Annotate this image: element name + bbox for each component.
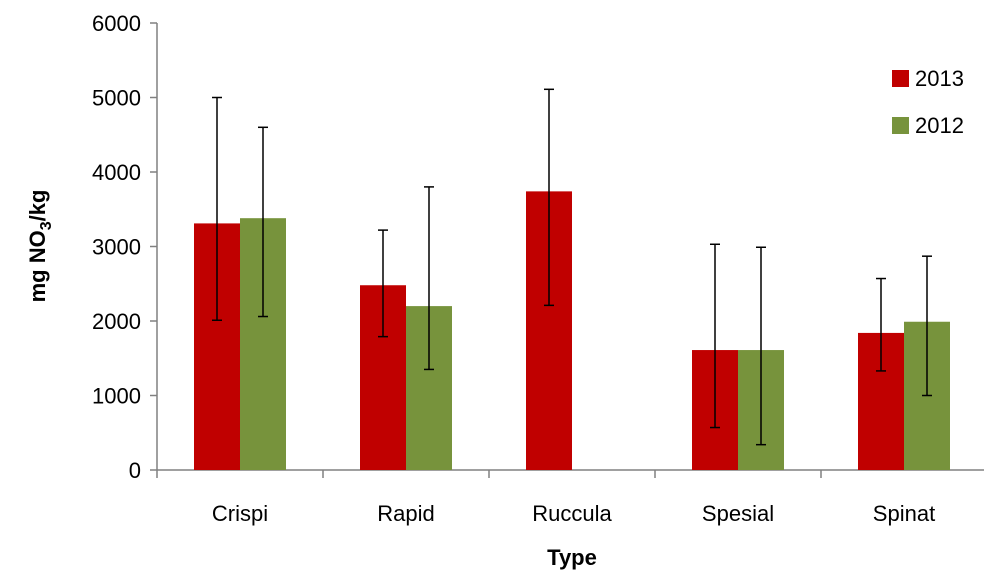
y-tick-label: 0	[129, 458, 141, 483]
axes	[150, 22, 984, 478]
legend: 2013 2012	[892, 66, 964, 138]
y-tick-label: 1000	[92, 384, 141, 409]
x-tick-label: Spesial	[702, 501, 774, 526]
y-tick-label: 4000	[92, 160, 141, 185]
error-bar-2012-Crispi	[258, 126, 268, 318]
tick-labels: 0 1000 2000 3000 4000 5000 6000 Crispi Rapid Rucc…	[92, 11, 935, 526]
y-axis-title-suffix: /kg	[25, 190, 50, 222]
legend-label-2012: 2012	[915, 113, 964, 138]
error-bar-2013-Crispi	[212, 96, 222, 322]
error-bar-2012-Spinat	[922, 255, 932, 397]
x-tick-label: Spinat	[873, 501, 935, 526]
error-bar-2013-Rapid	[378, 229, 388, 338]
error-bar-2012-Rapid	[424, 186, 434, 371]
error-bar-2013-Ruccula	[544, 88, 554, 307]
error-bar-2013-Spesial	[710, 243, 720, 429]
error-bar-2012-Spesial	[756, 246, 766, 446]
legend-label-2013: 2013	[915, 66, 964, 91]
x-tick-label: Rapid	[377, 501, 434, 526]
y-tick-label: 2000	[92, 309, 141, 334]
legend-swatch-2013	[892, 70, 909, 87]
x-axis-title: Type	[547, 545, 597, 570]
x-tick-label: Ruccula	[532, 501, 612, 526]
y-tick-label: 5000	[92, 86, 141, 111]
legend-swatch-2012	[892, 117, 909, 134]
error-bar-2013-Spinat	[876, 277, 886, 372]
y-tick-label: 6000	[92, 11, 141, 36]
x-tick-label: Crispi	[212, 501, 268, 526]
error-bars	[212, 88, 932, 446]
y-axis-title: mg NO3/kg	[25, 190, 55, 303]
bars	[194, 191, 950, 470]
y-axis-title-prefix: mg NO	[25, 230, 50, 302]
y-axis-title-subscript: 3	[38, 221, 55, 230]
y-tick-label: 3000	[92, 235, 141, 260]
